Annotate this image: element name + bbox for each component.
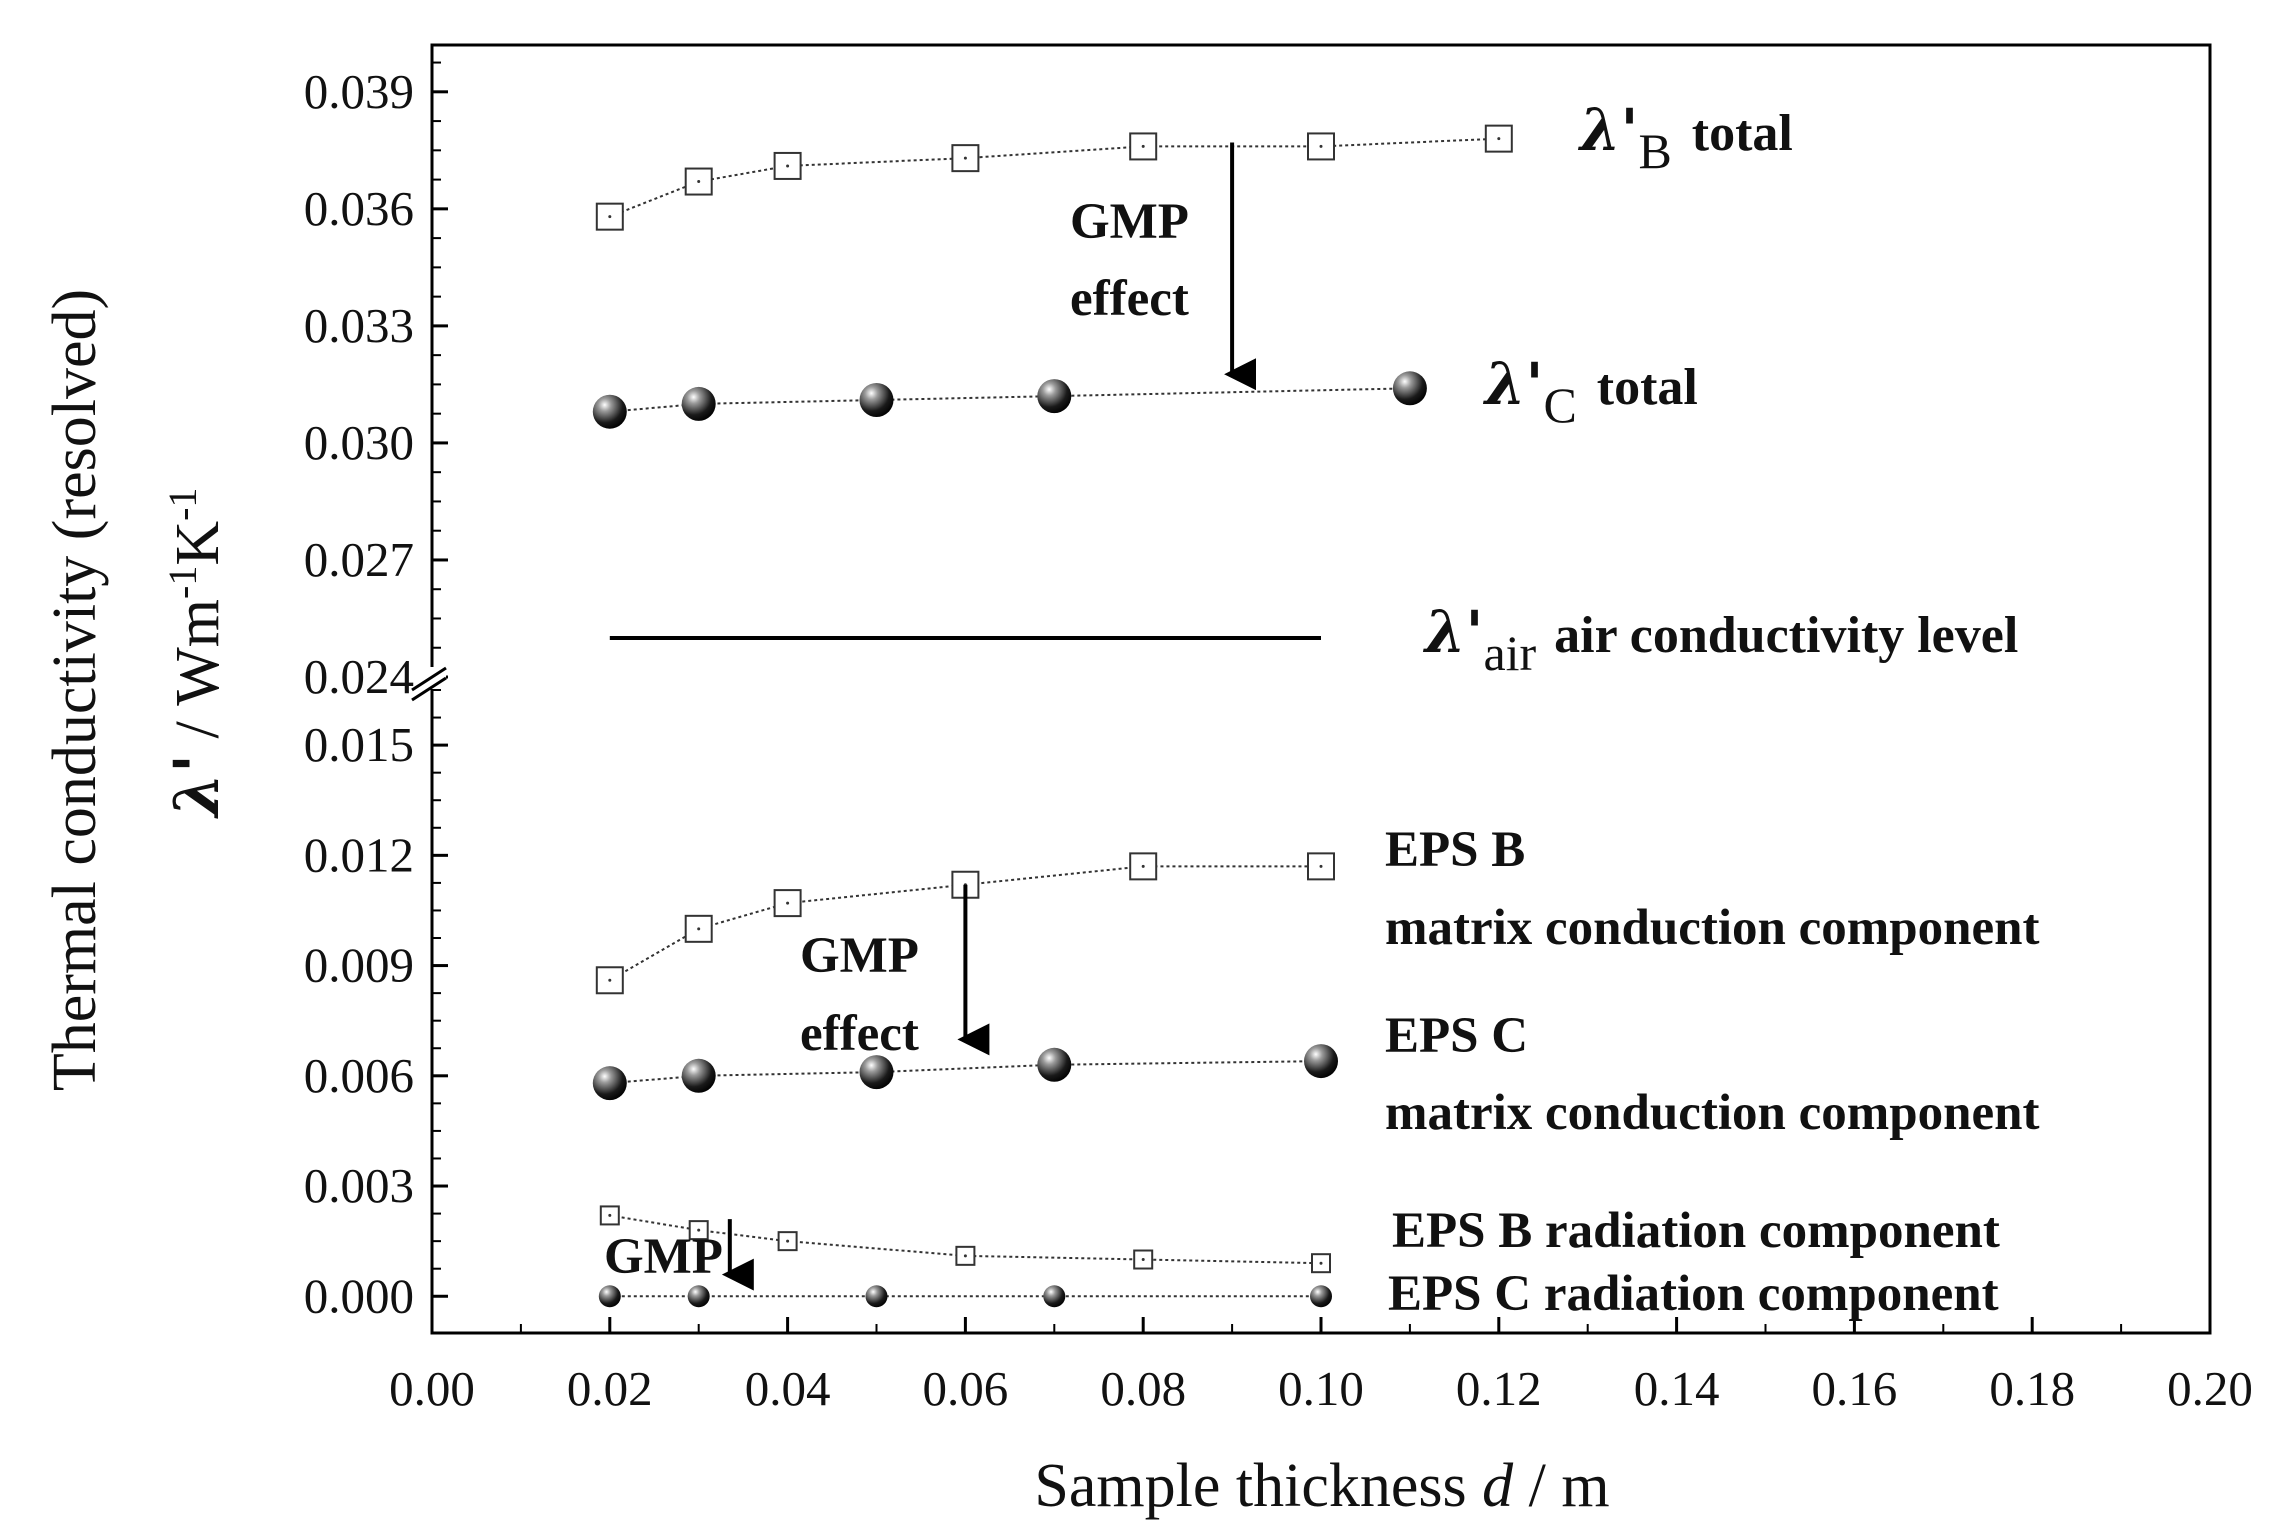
series-1 <box>592 371 1427 429</box>
y-tick-label: 0.030 <box>304 415 414 470</box>
data-point-center <box>697 1228 701 1232</box>
data-point-center <box>786 1239 790 1243</box>
y-tick-label: 0.033 <box>304 298 414 353</box>
y-tick-label: 0.006 <box>304 1048 414 1103</box>
label-eps-c-matrix: matrix conduction component <box>1385 1085 2040 1141</box>
data-point-center <box>1319 144 1323 148</box>
label-effect-lower: effect <box>800 1006 919 1062</box>
label-gmp-upper: GMP <box>1070 194 1189 250</box>
data-point <box>687 1285 710 1308</box>
y-tick-label: 0.024 <box>304 649 414 704</box>
data-point-center <box>786 164 790 168</box>
label-eps-b-matrix: matrix conduction component <box>1385 900 2040 956</box>
x-tick-label: 0.20 <box>2167 1361 2253 1416</box>
data-point <box>1304 1044 1338 1079</box>
data-point-center <box>608 1213 612 1217</box>
data-point <box>773 151 802 180</box>
data-point <box>865 1285 888 1308</box>
data-point <box>1392 371 1427 406</box>
x-tick-label: 0.08 <box>1100 1361 1186 1416</box>
data-point-center <box>608 215 612 219</box>
data-point-center <box>1141 144 1145 148</box>
y-tick-label: 0.000 <box>304 1268 414 1323</box>
data-point <box>598 1285 621 1308</box>
series-line <box>609 387 1410 413</box>
x-tick-label: 0.18 <box>1989 1361 2075 1416</box>
data-point-center <box>1141 1258 1145 1262</box>
x-axis-title: Sample thickness d / m <box>1034 1452 1609 1520</box>
label-eps-c: EPS C <box>1385 1008 1528 1064</box>
data-point-center <box>1319 864 1323 868</box>
data-point-center <box>1141 864 1145 868</box>
label-lambda-b-total: λ'B total <box>1577 96 1793 179</box>
data-point <box>1310 1285 1332 1308</box>
series-line <box>609 1214 1322 1265</box>
label-eps-b-radiation: EPS B radiation component <box>1392 1203 2000 1259</box>
axis-break-mark <box>411 666 447 702</box>
data-point <box>1037 379 1072 414</box>
y-tick-label: 0.015 <box>304 717 414 772</box>
data-point-center <box>1497 137 1501 141</box>
series-5 <box>599 1205 1331 1274</box>
data-point <box>1307 852 1335 881</box>
y-axis-unit: λ' / Wm-1K-1 <box>160 488 233 820</box>
label-lambda-c-total: λ'C total <box>1482 350 1698 433</box>
data-point <box>1037 1047 1072 1082</box>
data-point-center <box>697 927 701 931</box>
data-point <box>592 394 627 429</box>
label-lambda-air: λ'air air conductivity level <box>1422 598 2018 681</box>
label-gmp-small: GMP <box>604 1229 723 1285</box>
y-tick-label: 0.036 <box>304 181 414 236</box>
axis-ticks <box>430 61 2212 1333</box>
y-axis-title: Thermal conductivity (resolved) <box>41 289 109 1091</box>
data-point-center <box>963 156 967 160</box>
x-tick-label: 0.12 <box>1456 1361 1542 1416</box>
data-point-center <box>963 1254 967 1258</box>
x-tick-label: 0.02 <box>567 1361 653 1416</box>
data-point <box>592 1066 627 1101</box>
series-0 <box>595 124 1513 231</box>
data-point <box>681 386 716 421</box>
series-line <box>609 137 1499 218</box>
data-point <box>859 1055 894 1090</box>
y-tick-label: 0.039 <box>304 64 414 119</box>
tick-labels: 0.00 0.02 0.04 0.06 0.08 0.10 0.12 0.14 0.16 0.18… <box>304 64 2253 1416</box>
label-effect-upper: effect <box>1070 271 1189 327</box>
series-4 <box>592 1044 1338 1101</box>
label-eps-b: EPS B <box>1385 822 1525 878</box>
data-point-center <box>608 978 612 982</box>
label-eps-c-radiation: EPS C radiation component <box>1388 1266 1999 1322</box>
y-tick-label: 0.003 <box>304 1158 414 1213</box>
series-layer <box>592 124 1513 1308</box>
series-line <box>609 865 1321 982</box>
y-tick-label: 0.012 <box>304 827 414 882</box>
x-tick-label: 0.10 <box>1278 1361 1364 1416</box>
label-gmp-lower: GMP <box>800 928 919 984</box>
data-point <box>1043 1285 1066 1308</box>
data-point <box>859 383 894 418</box>
data-point-center <box>697 180 701 184</box>
data-point-center <box>786 901 790 905</box>
x-tick-label: 0.16 <box>1812 1361 1898 1416</box>
series-3 <box>595 852 1335 995</box>
data-point-center <box>1319 1261 1323 1265</box>
x-tick-label: 0.14 <box>1634 1361 1720 1416</box>
series-6 <box>598 1285 1332 1308</box>
x-tick-label: 0.06 <box>923 1361 1009 1416</box>
y-tick-label: 0.009 <box>304 938 414 993</box>
x-tick-label: 0.04 <box>745 1361 831 1416</box>
data-point <box>681 1058 716 1093</box>
series-line <box>609 1060 1322 1085</box>
arrow-layer <box>721 142 1257 1291</box>
x-tick-label: 0.00 <box>389 1361 475 1416</box>
y-tick-label: 0.027 <box>304 532 414 587</box>
